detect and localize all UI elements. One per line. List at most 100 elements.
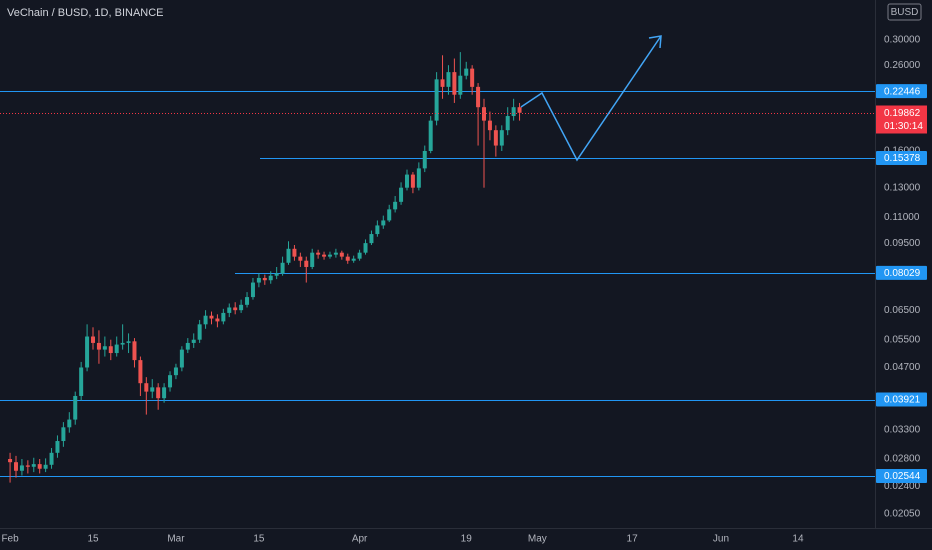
- y-tick-label: 0.26000: [884, 60, 921, 71]
- candle-body: [280, 262, 285, 274]
- candle-body: [440, 79, 445, 87]
- candle-body: [351, 258, 356, 261]
- candle-body: [162, 387, 167, 399]
- candle-body: [274, 273, 279, 276]
- candle-body: [73, 395, 78, 420]
- x-tick-label: 14: [792, 534, 804, 545]
- currency-box[interactable]: [887, 3, 922, 21]
- candle-body: [292, 248, 297, 257]
- level-price-label: 0.15378: [884, 153, 921, 164]
- candle-body: [482, 107, 487, 121]
- level-price-label: 0.03921: [884, 395, 921, 406]
- candle-body: [168, 375, 173, 388]
- candle-body: [55, 441, 60, 453]
- y-tick-label: 0.04700: [884, 362, 921, 373]
- last-price-label: 0.19862: [884, 108, 921, 119]
- candle-body: [179, 349, 184, 368]
- candle-body: [298, 256, 303, 261]
- candle-body: [61, 427, 66, 442]
- y-tick-label: 0.11000: [884, 212, 920, 223]
- currency-label[interactable]: BUSD: [891, 7, 919, 18]
- candle-body: [452, 72, 457, 95]
- candle-body: [493, 130, 498, 146]
- candle-body: [404, 174, 409, 188]
- candle-body: [120, 342, 125, 345]
- candle-body: [505, 116, 510, 131]
- price-axis: 0.300000.260000.160000.130000.110000.095…: [1, 35, 927, 545]
- x-tick-label: Apr: [352, 534, 368, 545]
- candle-body: [387, 209, 392, 221]
- y-tick-label: 0.09500: [884, 238, 921, 249]
- x-tick-label: Feb: [1, 534, 19, 545]
- candle-body: [85, 336, 90, 368]
- candle-body: [476, 86, 481, 108]
- candle-body: [91, 336, 96, 343]
- candle-body: [227, 307, 232, 313]
- candle-body: [37, 464, 42, 469]
- last-price-box: [876, 105, 927, 134]
- candle-body: [499, 130, 504, 146]
- y-tick-label: 0.02800: [884, 454, 921, 465]
- candle-body: [132, 341, 137, 361]
- candle-body: [245, 297, 250, 305]
- candle-body: [268, 275, 273, 281]
- candle-body: [410, 174, 415, 188]
- candle-body: [339, 252, 344, 257]
- y-tick-label: 0.30000: [884, 35, 921, 46]
- candle-body: [256, 277, 261, 283]
- candle-body: [464, 68, 469, 76]
- candle-body: [138, 360, 143, 384]
- candle-body: [458, 75, 463, 95]
- level-price-box: [876, 392, 927, 407]
- projection: [520, 35, 662, 162]
- candle-body: [96, 342, 101, 350]
- candle-body: [381, 220, 386, 226]
- y-tick-label: 0.13000: [884, 182, 921, 193]
- y-tick-label: 0.02400: [884, 481, 921, 492]
- candle-body: [25, 465, 30, 467]
- candle-body: [262, 277, 267, 281]
- y-tick-label: 0.03300: [884, 425, 921, 436]
- candle-body: [114, 344, 119, 354]
- level-price-label: 0.22446: [884, 86, 921, 97]
- candle-body: [286, 248, 291, 263]
- candle-body: [102, 346, 107, 350]
- candle-body: [144, 383, 149, 392]
- x-tick-label: 19: [461, 534, 473, 545]
- candle-body: [156, 387, 161, 399]
- candle-body: [399, 187, 404, 202]
- projection-path: [520, 35, 662, 162]
- candle-body: [416, 168, 421, 188]
- x-tick-label: 15: [253, 534, 265, 545]
- candle-body: [322, 254, 327, 257]
- candle-body: [369, 234, 374, 244]
- level-price-box: [876, 265, 927, 280]
- x-tick-label: Jun: [713, 534, 729, 545]
- candle-body: [215, 318, 220, 322]
- candle-body: [517, 107, 522, 113]
- candle-body: [422, 150, 427, 169]
- candle-body: [434, 79, 439, 121]
- candle-body: [357, 252, 362, 259]
- y-tick-label: 0.06500: [884, 305, 921, 316]
- level-price-box: [876, 150, 927, 165]
- candle-body: [197, 324, 202, 340]
- candle-body: [316, 252, 321, 255]
- candle-body: [428, 120, 433, 151]
- candle-body: [446, 72, 451, 87]
- x-tick-label: May: [528, 534, 547, 545]
- level-price-box: [876, 468, 927, 483]
- candle-body: [345, 256, 350, 261]
- candle-body: [19, 465, 24, 471]
- candle-body: [79, 367, 84, 396]
- candle-body: [31, 464, 36, 467]
- candle-body: [233, 307, 238, 311]
- candle-body: [221, 312, 226, 322]
- projection-arrowhead: [648, 35, 662, 49]
- plot: [0, 52, 875, 483]
- candle-body: [13, 462, 18, 471]
- x-tick-label: 15: [87, 534, 99, 545]
- countdown-label: 01:30:14: [884, 121, 923, 132]
